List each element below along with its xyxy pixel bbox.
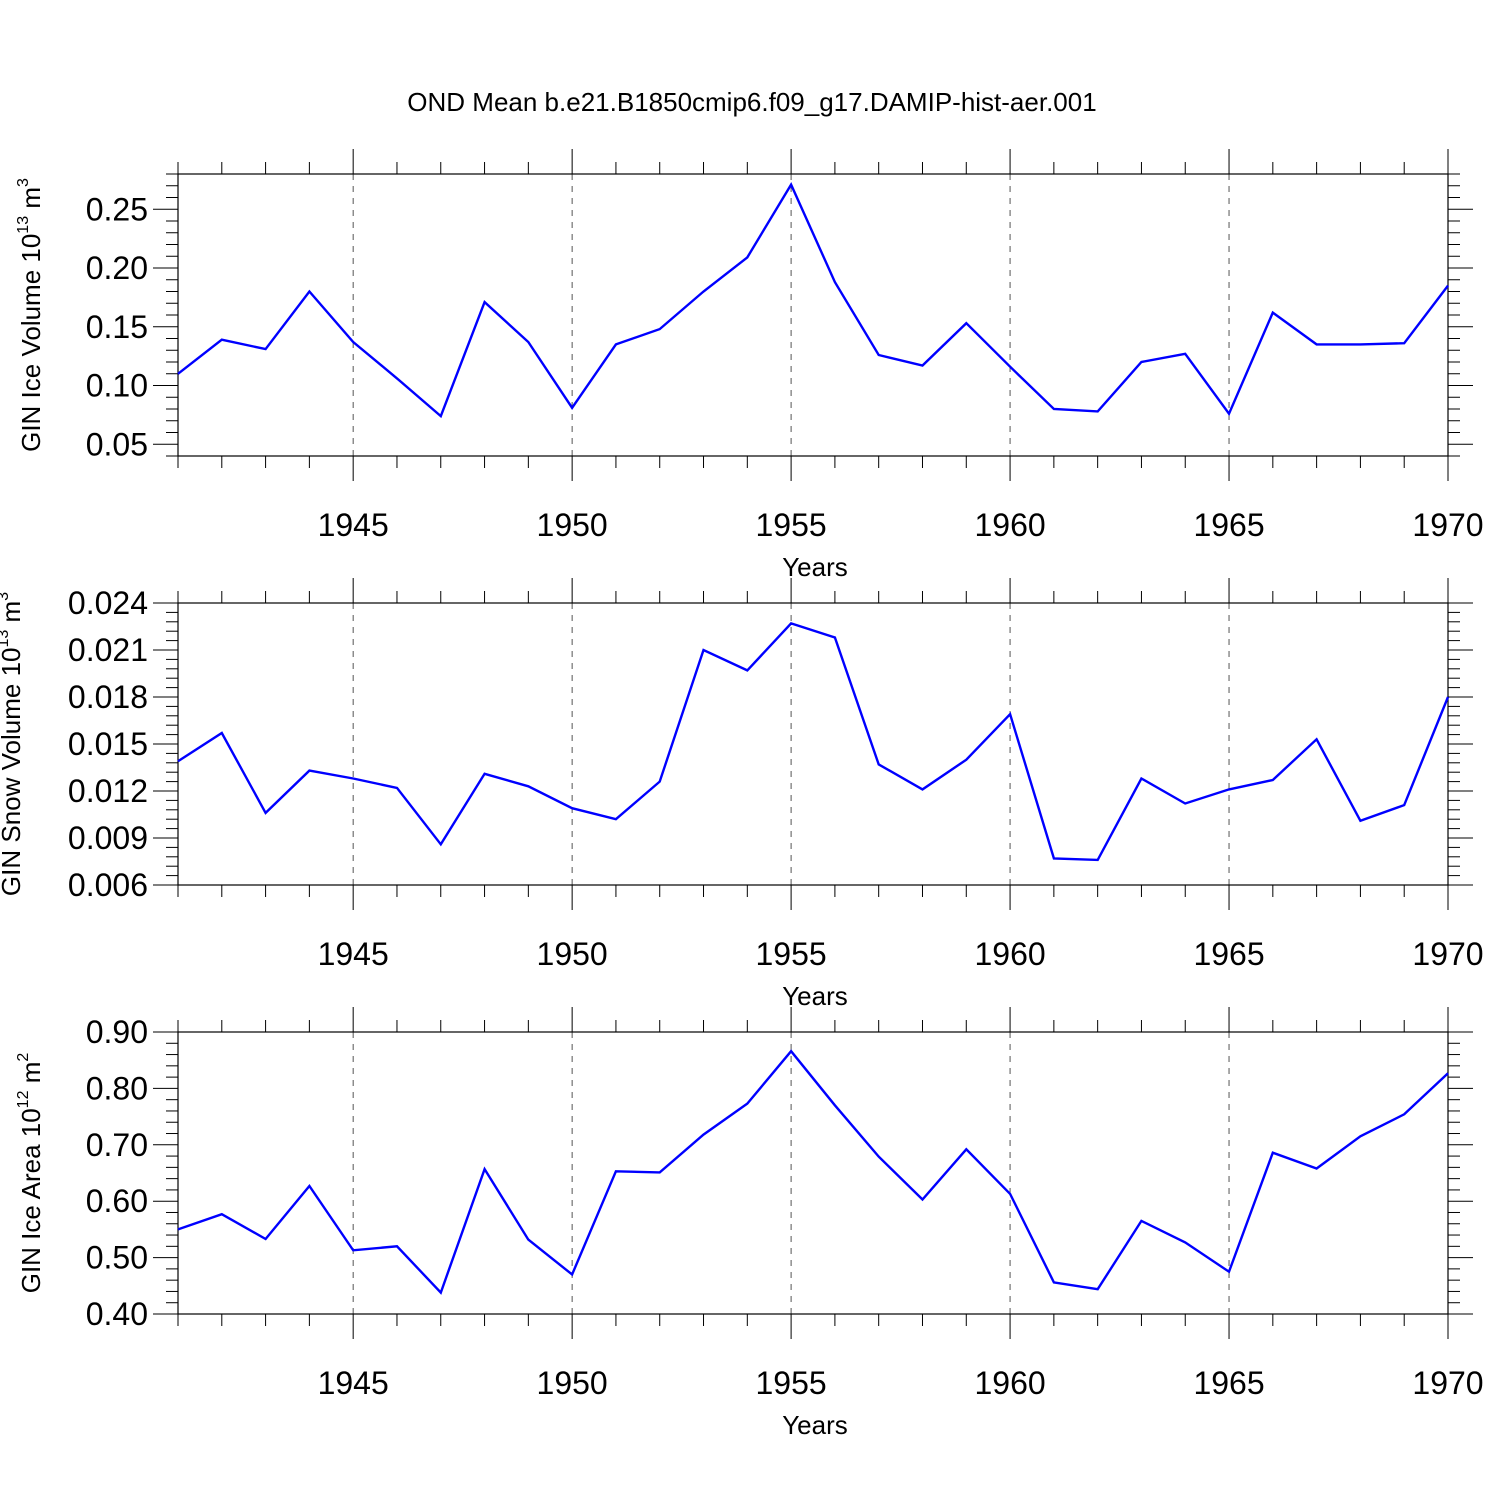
x-tick-label: 1965 xyxy=(1193,507,1264,543)
x-tick-label: 1945 xyxy=(318,936,389,972)
y-tick-label: 0.80 xyxy=(86,1070,148,1106)
y-tick-label: 0.60 xyxy=(86,1183,148,1219)
x-axis-title: Years xyxy=(782,981,848,1011)
y-tick-label: 0.018 xyxy=(68,679,148,715)
y-tick-label: 0.20 xyxy=(86,250,148,286)
x-tick-label: 1945 xyxy=(318,1365,389,1401)
y-tick-label: 0.40 xyxy=(86,1296,148,1332)
x-tick-label: 1950 xyxy=(537,936,608,972)
x-axis-title: Years xyxy=(782,1410,848,1440)
x-tick-label: 1950 xyxy=(537,1365,608,1401)
panel-1: 0.05 0.10 0.15 0.20 0.25 1945 1950 1955 1960 1965… xyxy=(15,149,1484,582)
x-tick-label: 1965 xyxy=(1193,936,1264,972)
y-axis-title-unit: m xyxy=(16,1062,46,1091)
x-axis-title: Years xyxy=(782,552,848,582)
y-tick-label: 0.70 xyxy=(86,1127,148,1163)
series-line-3 xyxy=(177,1049,1449,1295)
y-axis-title-unit-exponent: 3 xyxy=(0,592,12,601)
y-tick-label: 0.024 xyxy=(68,585,148,621)
y-axis-title-unit-exponent: 3 xyxy=(15,178,32,187)
y-axis-title-unit: m xyxy=(0,601,26,630)
y-axis-title: GIN Snow Volume 1013 m3 xyxy=(0,592,26,896)
x-tick-label: 1955 xyxy=(756,507,827,543)
panel-3: 0.40 0.50 0.60 0.70 0.80 0.90 1945 1950 1955 1960… xyxy=(15,1007,1484,1440)
figure-title: OND Mean b.e21.B1850cmip6.f09_g17.DAMIP-… xyxy=(407,87,1096,117)
y-tick-label: 0.15 xyxy=(86,309,148,345)
x-tick-label: 1950 xyxy=(537,507,608,543)
x-tick-label: 1970 xyxy=(1412,1365,1483,1401)
x-tick-label: 1955 xyxy=(756,1365,827,1401)
panel-2: 0.006 0.009 0.012 0.015 0.018 0.021 0.024 1945 1… xyxy=(0,578,1484,1011)
y-tick-label: 0.90 xyxy=(86,1014,148,1050)
y-tick-label: 0.021 xyxy=(68,632,148,668)
y-tick-label: 0.015 xyxy=(68,726,148,762)
x-tick-label: 1960 xyxy=(974,1365,1045,1401)
y-axis-title-text: GIN Ice Area 10 xyxy=(16,1108,46,1293)
y-tick-label: 0.25 xyxy=(86,191,148,227)
y-tick-label: 0.05 xyxy=(86,426,148,462)
panels: 0.05 0.10 0.15 0.20 0.25 1945 1950 1955 1960 1965… xyxy=(0,149,1484,1440)
plot-frame xyxy=(177,173,1449,457)
y-tick-label: 0.009 xyxy=(68,820,148,856)
y-tick-label: 0.50 xyxy=(86,1240,148,1276)
y-tick-label: 0.006 xyxy=(68,867,148,903)
series-line-1 xyxy=(177,182,1449,419)
y-axis-title-exponent: 13 xyxy=(15,216,32,234)
x-tick-label: 1960 xyxy=(974,936,1045,972)
x-tick-label: 1965 xyxy=(1193,1365,1264,1401)
x-tick-label: 1955 xyxy=(756,936,827,972)
y-axis-title-unit-exponent: 2 xyxy=(15,1053,32,1062)
y-axis-title-text: GIN Snow Volume 10 xyxy=(0,648,26,897)
y-axis-title-text: GIN Ice Volume 10 xyxy=(16,234,46,452)
x-tick-label: 1945 xyxy=(318,507,389,543)
y-axis-title: GIN Ice Volume 1013 m3 xyxy=(15,178,46,452)
y-axis-title-exponent: 12 xyxy=(15,1090,32,1108)
y-axis-title-exponent: 13 xyxy=(0,630,12,648)
y-tick-label: 0.10 xyxy=(86,368,148,404)
plot-frame xyxy=(177,602,1449,886)
x-tick-label: 1970 xyxy=(1412,936,1483,972)
series-line-2 xyxy=(177,622,1450,862)
y-axis-title-unit: m xyxy=(16,187,46,216)
plot-frame xyxy=(177,1031,1449,1315)
x-tick-label: 1960 xyxy=(974,507,1045,543)
x-tick-label: 1970 xyxy=(1412,507,1483,543)
y-axis-title: GIN Ice Area 1012 m2 xyxy=(15,1053,46,1294)
y-tick-label: 0.012 xyxy=(68,773,148,809)
